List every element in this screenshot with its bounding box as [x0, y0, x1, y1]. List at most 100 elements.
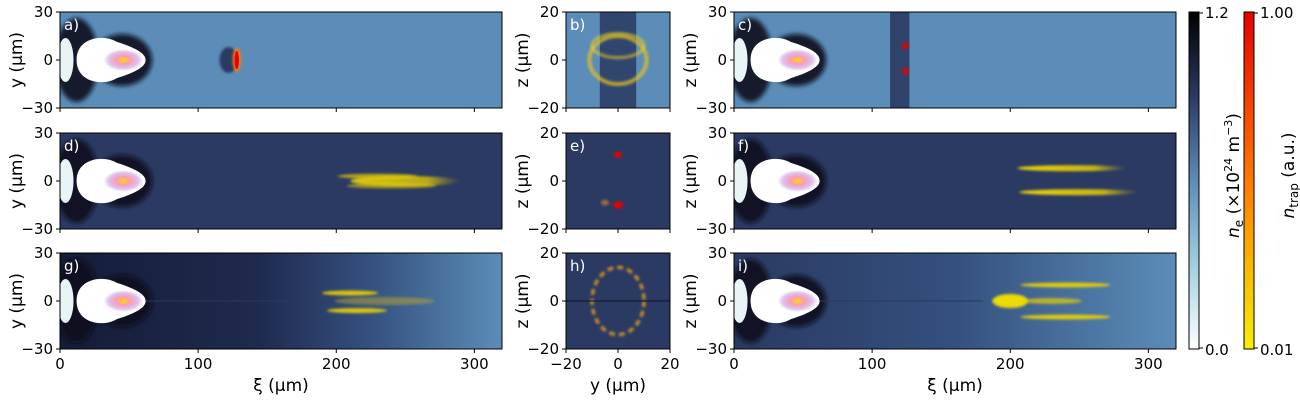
driver-beam: [777, 290, 818, 312]
colorbar-tick-label-bottom: 0.0: [1205, 341, 1229, 359]
panel-background: [566, 133, 670, 229]
x-tick-label: 300: [460, 355, 489, 373]
x-axis-label: ξ (µm): [927, 376, 983, 396]
y-tick-label: 0: [43, 172, 53, 190]
panel-plot-area: [60, 12, 502, 108]
y-tick-label: 20: [540, 124, 559, 142]
y-tick-label: 30: [34, 244, 53, 262]
y-tick-label: 0: [549, 51, 559, 69]
trapped-streaks: [992, 282, 1111, 320]
rear-bubble: [734, 279, 748, 323]
y-tick-label: 30: [708, 124, 727, 142]
y-tick-label: −30: [21, 99, 53, 117]
trapped-streaks: [1017, 165, 1140, 196]
trapped-halo: [601, 199, 609, 206]
x-tick-label: 200: [996, 355, 1025, 373]
trapped-spot-lower: [613, 201, 623, 209]
panel-plot-area: [734, 133, 1176, 229]
trapped-ring-inner: [590, 32, 646, 60]
driver-beam: [777, 170, 818, 192]
panel-e: e) 20 0 −20 z (µm): [513, 124, 671, 238]
slice-shadow: [890, 12, 910, 108]
y-tick-label: 30: [34, 124, 53, 142]
panel-label: h): [570, 257, 585, 275]
panel-label: b): [570, 16, 585, 34]
driver-beam: [103, 170, 144, 192]
panel-label: i): [738, 257, 748, 275]
y-tick-label: −30: [695, 220, 727, 238]
x-tick-label: 100: [184, 355, 213, 373]
colorbar-trap: 1.00 0.01 ntrap (a.u.): [1243, 4, 1300, 359]
panel-h: h) 20 0 −20−20 0 20 z (µm) y (µm): [513, 244, 680, 396]
y-tick-label: 30: [34, 3, 53, 21]
y-tick-label: −20: [527, 220, 559, 238]
panel-plot-area: [734, 253, 1176, 349]
x-axis-label: ξ (µm): [253, 376, 309, 396]
colorbar-label: ntrap (a.u.): [1279, 132, 1300, 218]
y-tick-label: 0: [43, 292, 53, 310]
y-tick-label: −20: [527, 340, 559, 358]
rear-bubble: [734, 38, 748, 82]
y-tick-label: −30: [21, 340, 53, 358]
trapped-beam-core: [234, 51, 239, 69]
driver-beam: [103, 49, 144, 71]
y-tick-label: 0: [717, 292, 727, 310]
y-axis-label: z (µm): [681, 33, 701, 88]
y-tick-label: 30: [708, 3, 727, 21]
rear-bubble: [60, 279, 74, 323]
panel-d: d) 30 0 −30 y (µm): [7, 124, 503, 238]
rear-bubble: [60, 38, 74, 82]
x-tick-label: 0: [613, 355, 623, 373]
panel-c: c) 30 0 −30 z (µm): [681, 3, 1177, 117]
panel-plot-area: [566, 12, 670, 108]
y-axis-label: y (µm): [7, 32, 27, 88]
y-tick-label: 0: [717, 51, 727, 69]
panel-label: e): [570, 137, 585, 155]
panel-plot-area: [566, 253, 670, 349]
y-axis-label: z (µm): [681, 154, 701, 209]
panel-label: d): [64, 137, 79, 155]
driver-beam: [777, 49, 818, 71]
panel-plot-area: [60, 253, 502, 349]
trapped-spot-upper: [614, 151, 622, 158]
panel-plot-area: [734, 12, 1176, 108]
x-tick-label: 100: [858, 355, 887, 373]
y-tick-label: 20: [540, 3, 559, 21]
panel-label: f): [738, 137, 749, 155]
column-shadow: [599, 12, 637, 108]
colorbar-gradient: [1188, 11, 1200, 350]
y-tick-label: 0: [717, 172, 727, 190]
panel-plot-area: [60, 133, 502, 229]
trapped-spot-lower: [902, 67, 909, 75]
trapped-ring: [587, 34, 649, 86]
y-axis-label: y (µm): [7, 273, 27, 329]
y-axis-label: y (µm): [7, 153, 27, 209]
y-tick-label: 0: [549, 172, 559, 190]
y-axis-label: z (µm): [513, 154, 533, 209]
y-tick-label: 20: [540, 244, 559, 262]
y-tick-label: 30: [708, 244, 727, 262]
colorbar-tick-label-bottom: 0.01: [1260, 341, 1293, 359]
panel-plot-area: [566, 133, 670, 229]
driver-beam: [103, 290, 144, 312]
rear-bubble: [60, 159, 74, 203]
x-tick-label: 0: [729, 355, 739, 373]
panel-label: a): [64, 16, 79, 34]
panel-label: c): [738, 16, 752, 34]
panel-a: a) 30 0 −30 y (µm): [7, 3, 503, 117]
trapped-spot-upper: [902, 42, 909, 50]
y-tick-label: −30: [695, 99, 727, 117]
x-axis-label: y (µm): [590, 376, 646, 396]
colorbar-ne: 1.2 0.0 ne (×1024 m−3): [1188, 4, 1246, 359]
panel-label: g): [64, 257, 79, 275]
rear-bubble: [734, 159, 748, 203]
x-tick-label: 0: [55, 355, 65, 373]
x-tick-label: 300: [1134, 355, 1163, 373]
y-axis-label: z (µm): [681, 274, 701, 329]
panel-f: f) 30 0 −30 z (µm): [681, 124, 1177, 238]
witness-shadow: [219, 47, 238, 73]
x-tick-label: 200: [322, 355, 351, 373]
trapped-streaks: [337, 173, 461, 189]
